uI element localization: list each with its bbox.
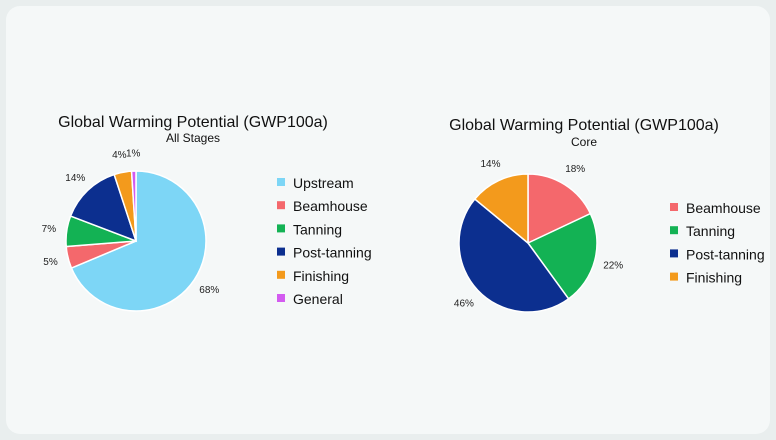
data-label-beamhouse: 18% xyxy=(565,164,585,175)
data-label-tanning: 7% xyxy=(42,224,57,235)
legend-swatch-finishing xyxy=(670,272,678,281)
pie-slice-upstream xyxy=(70,170,207,312)
data-label-finishing: 4% xyxy=(112,150,127,161)
legend-label-post-tanning: Post-tanning xyxy=(686,246,765,262)
data-label-post-tanning: 14% xyxy=(65,173,85,184)
pie-slice-post-tanning xyxy=(69,173,138,243)
chart-title: Global Warming Potential (GWP100a) xyxy=(449,117,719,134)
chart-core: Global Warming Potential (GWP100a) Core … xyxy=(449,117,765,313)
chart-title: Global Warming Potential (GWP100a) xyxy=(58,114,328,131)
legend-label-finishing: Finishing xyxy=(293,268,349,284)
data-label-upstream: 68% xyxy=(199,285,219,296)
legend-swatch-post-tanning xyxy=(670,249,678,258)
legend-swatch-general xyxy=(277,294,285,302)
chart-subtitle: Core xyxy=(571,135,597,149)
chart-all-stages: Global Warming Potential (GWP100a) All S… xyxy=(42,114,372,312)
pie-slice-finishing xyxy=(473,173,529,245)
legend-swatch-beamhouse xyxy=(277,201,285,210)
legend-label-upstream: Upstream xyxy=(293,175,354,191)
legend-swatch-finishing xyxy=(277,270,285,279)
legend-label-tanning: Tanning xyxy=(293,221,342,237)
pie-slice-tanning xyxy=(526,212,598,300)
legend-label-tanning: Tanning xyxy=(686,223,735,239)
pie-slice-general xyxy=(130,170,137,242)
data-label-tanning: 22% xyxy=(603,260,623,271)
pie-slice-beamhouse xyxy=(527,173,592,245)
pie-core: 18% 22% 46% 14% xyxy=(454,159,623,313)
legend-core: Beamhouse Tanning Post-tanning Finishing xyxy=(670,200,765,286)
legend-label-beamhouse: Beamhouse xyxy=(293,198,368,214)
legend-swatch-tanning xyxy=(670,226,678,235)
legend-swatch-beamhouse xyxy=(670,203,678,211)
legend-label-general: General xyxy=(293,291,343,307)
legend-label-beamhouse: Beamhouse xyxy=(686,200,761,216)
legend-label-finishing: Finishing xyxy=(686,270,742,286)
legend-swatch-tanning xyxy=(277,224,285,233)
pie-all-stages: 68% 5% 7% 14% 4% 1% xyxy=(42,149,219,312)
data-label-beamhouse: 5% xyxy=(43,257,58,268)
data-label-general: 1% xyxy=(126,149,141,160)
chart-subtitle: All Stages xyxy=(166,131,220,145)
legend-swatch-upstream xyxy=(277,178,285,186)
legend-label-post-tanning: Post-tanning xyxy=(293,245,372,261)
legend-swatch-post-tanning xyxy=(277,247,285,256)
legend-all-stages: Upstream Beamhouse Tanning Post-tanning Fini… xyxy=(277,175,372,307)
data-label-finishing: 14% xyxy=(480,159,500,170)
data-label-post-tanning: 46% xyxy=(454,299,474,310)
pie-slice-post-tanning xyxy=(458,197,570,313)
